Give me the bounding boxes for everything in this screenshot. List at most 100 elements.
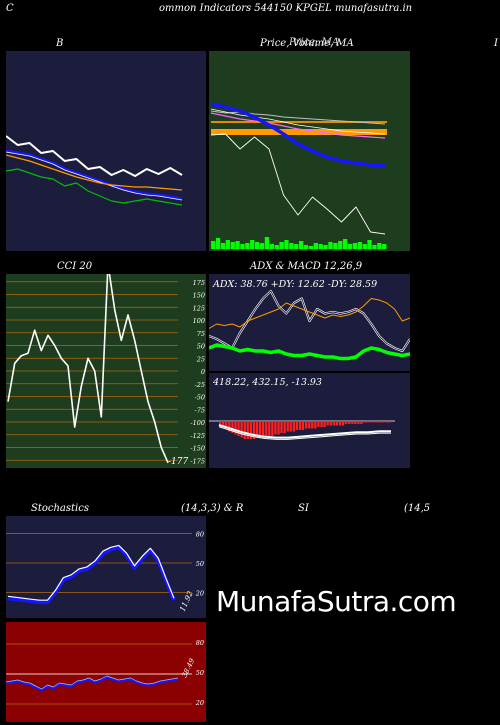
macd-bar — [360, 421, 363, 424]
volume-bar — [328, 242, 333, 249]
macd-bar — [372, 421, 375, 423]
cci-tick-label: -25 — [195, 381, 205, 389]
rsi-tick-label: 80 — [196, 639, 204, 647]
price-ma-pink — [210, 112, 386, 139]
macd-line — [218, 424, 391, 439]
macd-readout: 418.22, 432.15, -13.93 — [213, 377, 322, 388]
macd-bar — [280, 421, 283, 433]
volume-bar — [333, 243, 338, 249]
macd-bar — [249, 421, 252, 439]
stoch-tick-label: 20 — [195, 589, 204, 597]
macd-bar — [286, 421, 289, 432]
volume-bar — [303, 245, 309, 249]
macd-chart — [209, 420, 395, 440]
price-title: Price, Volume, MA — [260, 38, 354, 49]
macd-bar — [228, 421, 231, 432]
volume-bar — [377, 243, 382, 249]
stoch-title-si: SI — [298, 503, 309, 514]
price-orange-band — [211, 129, 387, 135]
macd-bar — [311, 421, 314, 429]
header-left-letter: C — [6, 3, 14, 14]
macd-bar — [277, 421, 280, 435]
cci-tick-label: 100 — [193, 317, 205, 325]
cci-panel: 175 150 125 100 75 50 25 0 -25 -50 -75 -100 -125 -150… — [6, 274, 206, 468]
macd-bar — [295, 421, 299, 430]
macd-bar — [317, 421, 320, 427]
macd-bar — [335, 421, 338, 426]
volume-bar — [250, 240, 255, 249]
cci-tick-label: 125 — [193, 304, 205, 312]
b-chart — [6, 135, 183, 206]
macd-bar — [255, 421, 259, 438]
macd-bar — [258, 421, 262, 438]
price-ma-white — [210, 108, 386, 135]
adx-panel: ADX: 38.76 +DY: 12.62 -DY: 28.59 — [209, 274, 410, 371]
volume-bar — [269, 244, 274, 249]
cci-tick-label: 50 — [197, 343, 205, 351]
b-blue-band — [6, 149, 183, 201]
macd-bar — [329, 421, 332, 426]
rsi-tick-label: 20 — [195, 699, 204, 707]
macd-bar — [366, 421, 369, 423]
macd-bar — [298, 421, 302, 430]
stoch-panel: 80 50 20 11.92 — [6, 516, 206, 618]
macd-bar — [332, 421, 335, 426]
volume-bar — [240, 244, 245, 249]
macd-bar — [387, 421, 391, 423]
price-orange-thin — [211, 121, 387, 123]
adx-chart — [209, 289, 410, 361]
volume-bar — [318, 244, 323, 249]
macd-bar — [348, 421, 351, 424]
b-orange-line — [6, 154, 183, 191]
macd-bar — [357, 421, 360, 424]
b-price-line — [6, 135, 183, 177]
price-line — [210, 133, 386, 235]
macd-bar — [351, 421, 354, 424]
macd-bar — [375, 421, 378, 423]
adx-title: ADX & MACD 12,26,9 — [250, 261, 363, 272]
rsi-tick-label: 50 — [196, 669, 204, 677]
volume-bar — [215, 238, 221, 249]
cci-tick-label: -125 — [190, 432, 205, 440]
volume-bar — [220, 243, 226, 249]
macd-bar — [246, 421, 249, 439]
macd-bar — [363, 421, 366, 423]
macd-bar — [326, 421, 329, 426]
price-ma-blue — [210, 102, 386, 168]
macd-bar — [314, 421, 317, 429]
header-right-letter: I — [494, 38, 498, 49]
volume-bar — [245, 243, 250, 249]
cci-tick-label: -50 — [195, 394, 205, 402]
macd-bar — [344, 421, 348, 424]
volume-bar — [343, 239, 348, 249]
macd-panel: 418.22, 432.15, -13.93 — [209, 373, 410, 468]
macd-bar — [292, 421, 295, 432]
volume-bar — [274, 245, 279, 249]
macd-bar — [268, 421, 271, 436]
macd-bar — [354, 421, 357, 424]
volume-bar — [382, 244, 387, 249]
cci-tick-label: -175 — [190, 457, 205, 465]
b-green-line — [6, 168, 183, 206]
macd-bar — [252, 421, 256, 439]
volume-bar — [230, 242, 235, 249]
macd-bar — [225, 421, 228, 429]
stoch-tick-label: 50 — [196, 560, 204, 568]
volume-bar — [264, 237, 270, 249]
price-title-overlap: Price, MA — [289, 37, 340, 48]
adx-orange-line — [209, 298, 410, 329]
macd-signal-line — [218, 426, 391, 440]
volume-bar — [284, 240, 289, 249]
rsi-panel: 80 50 20 38.49 — [6, 622, 206, 722]
stoch-white-line — [7, 544, 175, 601]
volume-bar — [308, 246, 314, 249]
macd-bar — [338, 421, 342, 426]
volume-bar — [299, 241, 304, 249]
volume-bar — [347, 244, 353, 249]
rsi-blue-line — [6, 675, 179, 692]
volume-bar — [259, 243, 265, 249]
macd-bar — [308, 421, 311, 429]
adx-readout: ADX: 38.76 +DY: 12.62 -DY: 28.59 — [213, 279, 378, 290]
macd-bar — [341, 421, 345, 426]
